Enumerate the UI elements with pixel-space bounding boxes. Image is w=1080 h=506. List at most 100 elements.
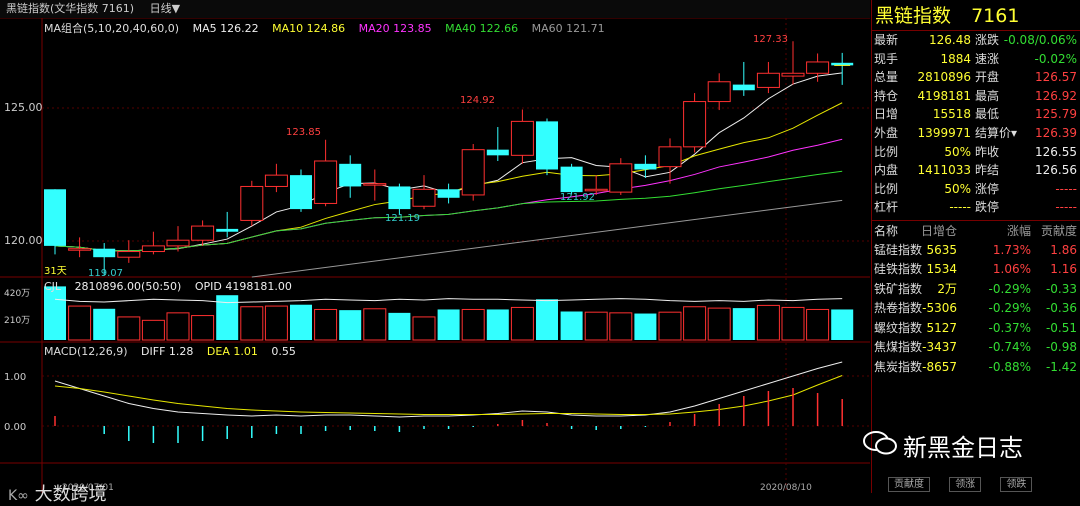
ma10-value: MA10 124.86 xyxy=(272,22,346,35)
annot-low-12119: 121.19 xyxy=(385,213,420,224)
volume-bar xyxy=(437,309,460,340)
instrument-name: 黑链指数 xyxy=(875,5,952,27)
quote-label: 比例 xyxy=(874,144,899,159)
index-contrib: -0.51 xyxy=(1045,320,1077,335)
quote-value: 1884 xyxy=(940,51,971,66)
ma-legend-label: MA组合(5,10,20,40,60,0) xyxy=(44,22,180,35)
date-end: 2020/08/10 xyxy=(760,483,812,493)
volume-bar xyxy=(756,304,780,341)
index-row[interactable]: 热卷指数 -5306 -0.29% -0.36 xyxy=(872,299,1080,319)
quote-value: 4198181 xyxy=(917,88,971,103)
index-change: 1.73% xyxy=(992,242,1031,257)
wechat-icon xyxy=(863,431,897,455)
candle xyxy=(141,245,165,253)
index-increase: 5127 xyxy=(926,320,957,335)
brand-logo-icon: K∞ xyxy=(8,488,29,504)
macd-legend: MACD(12,26,9) DIFF 1.28 DEA 1.01 0.55 xyxy=(44,345,306,358)
volume-legend: CJL 2810896.00(50:50) OPID 4198181.00 xyxy=(44,280,302,293)
volume-bar xyxy=(141,319,165,341)
quote-row: 最新 126.48 涨跌 -0.08/0.06% xyxy=(872,31,1080,50)
quote-value: 125.79 xyxy=(1035,107,1077,122)
tab-contrib[interactable]: 贡献度 xyxy=(888,477,930,492)
quote-value: -0.08/0.06% xyxy=(1003,33,1077,47)
quote-row: 外盘 1399971 结算价▾ 126.39 xyxy=(872,124,1080,143)
kline-chart[interactable]: 125.00 120.00 420万 210万 1.00 0.00 127.33… xyxy=(0,18,870,493)
macd-tick-0: 0.00 xyxy=(4,422,26,433)
quote-label: 开盘 xyxy=(975,70,1000,85)
index-row[interactable]: 铁矿指数 2万 -0.29% -0.33 xyxy=(872,280,1080,300)
col-name[interactable]: 名称 xyxy=(874,223,899,238)
quote-label: 持仓 xyxy=(874,88,899,103)
index-contrib: -0.33 xyxy=(1045,281,1077,296)
quote-label: 最高 xyxy=(975,88,1000,103)
candle xyxy=(732,84,755,91)
volume-bar xyxy=(412,316,436,341)
col-change[interactable]: 涨幅 xyxy=(1006,223,1031,238)
tab-leading-down[interactable]: 领跌 xyxy=(1000,477,1033,492)
candle xyxy=(486,149,509,156)
annot-high-12492: 124.92 xyxy=(460,95,495,106)
tab-leading-up[interactable]: 领涨 xyxy=(949,477,982,492)
period-selector[interactable]: 日线▼ xyxy=(149,2,181,15)
index-contrib: -0.98 xyxy=(1045,340,1077,355)
index-contrib: 1.16 xyxy=(1050,262,1077,277)
col-increase[interactable]: 日增仓 xyxy=(920,223,957,238)
candle xyxy=(388,186,411,210)
quote-label: 速涨 xyxy=(975,51,1000,66)
quote-label: 结算价▾ xyxy=(975,125,1018,140)
index-row[interactable]: 螺纹指数 5127 -0.37% -0.51 xyxy=(872,319,1080,339)
volume-bar xyxy=(216,295,239,340)
volume-bar xyxy=(191,315,215,341)
quote-label: 最新 xyxy=(874,33,899,47)
quote-label: 杠杆 xyxy=(874,200,899,215)
index-change: -0.29% xyxy=(988,281,1031,296)
volume-bar xyxy=(68,305,92,341)
vol-label: CJL xyxy=(44,280,62,293)
quote-row: 比例 50% 昨收 126.55 xyxy=(872,143,1080,162)
candle xyxy=(707,81,731,103)
quote-value: 1399971 xyxy=(917,125,971,140)
quote-table: 最新 126.48 涨跌 -0.08/0.06% 现手 1884 速涨 -0.02% 总量 281… xyxy=(872,31,1080,217)
volume-bar xyxy=(634,313,657,340)
index-increase: 1534 xyxy=(926,262,957,277)
col-contrib[interactable]: 贡献度 xyxy=(1040,223,1077,238)
quote-value: 126.56 xyxy=(1035,163,1077,178)
index-change: 1.06% xyxy=(992,262,1031,277)
index-name: 螺纹指数 xyxy=(874,320,923,335)
ma60-value: MA60 121.71 xyxy=(531,22,605,35)
candle xyxy=(290,175,312,210)
index-row[interactable]: 硅铁指数 1534 1.06% 1.16 xyxy=(872,260,1080,280)
volume-bar xyxy=(166,312,190,341)
index-row[interactable]: 焦炭指数 -8657 -0.88% -1.42 xyxy=(872,358,1080,378)
days-label: 31天 xyxy=(44,266,67,277)
candle xyxy=(117,251,141,258)
annot-low-11907: 119.07 xyxy=(88,268,123,279)
date-start: 2020/07/01 xyxy=(62,483,114,493)
chart-area[interactable]: 125.00 120.00 420万 210万 1.00 0.00 127.33… xyxy=(0,18,870,505)
index-name: 硅铁指数 xyxy=(874,262,923,277)
candle xyxy=(44,189,66,246)
quote-panel: 黑链指数 7161 最新 126.48 涨跌 -0.08/0.06% 现手 1884 速涨 -… xyxy=(871,0,1080,493)
index-row[interactable]: 锰硅指数 5635 1.73% 1.86 xyxy=(872,241,1080,261)
macd-label: MACD(12,26,9) xyxy=(44,345,128,358)
volume-bar xyxy=(44,286,66,340)
index-change: -0.29% xyxy=(988,301,1031,316)
index-row[interactable]: 焦煤指数 -3437 -0.74% -0.98 xyxy=(872,338,1080,358)
candle xyxy=(510,120,534,156)
volume-bar xyxy=(240,306,264,341)
brand-watermark: K∞ 大数跨境 xyxy=(8,480,107,506)
candle xyxy=(412,188,436,207)
ma-legend: MA组合(5,10,20,40,60,0) MA5 126.22 MA10 12… xyxy=(44,20,615,36)
quote-row: 杠杆 ----- 跌停 ----- xyxy=(872,198,1080,217)
price-tick-120: 120.00 xyxy=(4,234,43,247)
quote-label: 日增 xyxy=(874,107,899,122)
quote-row: 比例 50% 涨停 ----- xyxy=(872,180,1080,199)
price-tick-125: 125.00 xyxy=(4,101,43,114)
volume-bar xyxy=(290,304,312,340)
quote-label: 涨停 xyxy=(975,181,1000,196)
quote-row: 内盘 1411033 昨结 126.56 xyxy=(872,161,1080,180)
diff-line xyxy=(54,361,843,418)
volume-bar xyxy=(732,308,755,340)
quote-value: ----- xyxy=(1055,181,1077,196)
dea-value: DEA 1.01 xyxy=(206,345,258,358)
